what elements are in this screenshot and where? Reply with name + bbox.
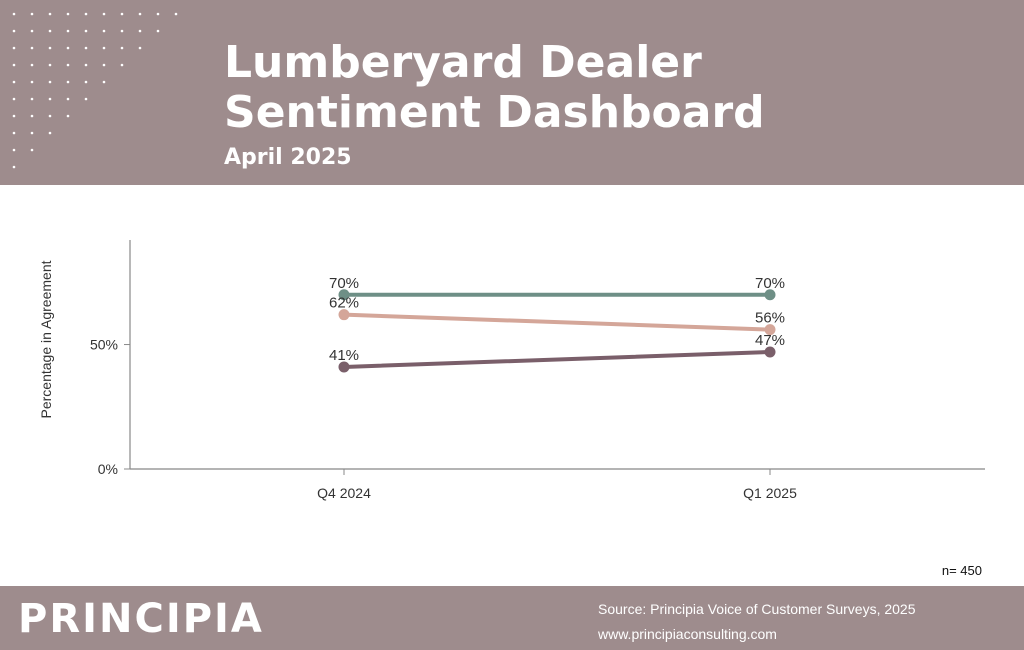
dot bbox=[31, 64, 34, 67]
dot bbox=[103, 81, 106, 84]
sentiment-line-chart: 0% 50% Percentage in Agreement Q4 2024 Q1 20… bbox=[0, 185, 1024, 565]
dot bbox=[49, 13, 52, 16]
dot bbox=[103, 64, 106, 67]
dot bbox=[31, 81, 34, 84]
dot bbox=[139, 30, 142, 33]
dot bbox=[31, 149, 34, 152]
dot-pattern-decoration bbox=[0, 0, 200, 185]
dot bbox=[49, 30, 52, 33]
dot bbox=[85, 13, 88, 16]
dot bbox=[67, 30, 70, 33]
dot bbox=[31, 47, 34, 50]
dot bbox=[13, 64, 16, 67]
dot bbox=[31, 13, 34, 16]
dot bbox=[49, 132, 52, 135]
dot bbox=[121, 30, 124, 33]
dot bbox=[31, 30, 34, 33]
website-url[interactable]: www.principiaconsulting.com bbox=[598, 626, 777, 642]
dot bbox=[175, 13, 178, 16]
dashboard-subtitle: April 2025 bbox=[224, 145, 352, 170]
dot bbox=[121, 13, 124, 16]
header-banner: Lumberyard Dealer Sentiment Dashboard Ap… bbox=[0, 0, 1024, 185]
dot bbox=[85, 47, 88, 50]
dot bbox=[67, 47, 70, 50]
dot bbox=[139, 13, 142, 16]
sample-size-note: n= 450 bbox=[942, 563, 982, 578]
x-tick-label: Q4 2024 bbox=[317, 485, 371, 501]
dot bbox=[103, 47, 106, 50]
dot bbox=[85, 30, 88, 33]
data-label: 56% bbox=[755, 310, 785, 327]
dot bbox=[49, 64, 52, 67]
dot bbox=[13, 166, 16, 169]
dot bbox=[157, 13, 160, 16]
data-label: 41% bbox=[329, 347, 359, 364]
data-label: 70% bbox=[755, 275, 785, 292]
title-line-1: Lumberyard Dealer bbox=[224, 37, 702, 88]
y-tick-label: 50% bbox=[90, 337, 118, 353]
dot bbox=[121, 47, 124, 50]
data-label: 47% bbox=[755, 332, 785, 349]
dashboard-title: Lumberyard Dealer Sentiment Dashboard bbox=[224, 38, 765, 138]
dot bbox=[67, 115, 70, 118]
dot bbox=[103, 30, 106, 33]
dot bbox=[13, 149, 16, 152]
dot bbox=[13, 98, 16, 101]
dot bbox=[49, 47, 52, 50]
dot bbox=[31, 132, 34, 135]
dot bbox=[67, 98, 70, 101]
data-label: 62% bbox=[329, 295, 359, 312]
dot bbox=[13, 132, 16, 135]
y-axis-label: Percentage in Agreement bbox=[38, 260, 54, 418]
dot bbox=[49, 115, 52, 118]
dot bbox=[13, 81, 16, 84]
data-label: 70% bbox=[329, 275, 359, 292]
dot bbox=[85, 64, 88, 67]
principia-logo: PRINCIPIA bbox=[18, 596, 264, 642]
dot bbox=[121, 64, 124, 67]
dot bbox=[139, 47, 142, 50]
dot bbox=[157, 30, 160, 33]
dot bbox=[13, 13, 16, 16]
dot bbox=[85, 98, 88, 101]
source-text: Source: Principia Voice of Customer Surv… bbox=[598, 601, 916, 617]
dot bbox=[49, 98, 52, 101]
dot bbox=[31, 98, 34, 101]
dot bbox=[67, 13, 70, 16]
y-tick-label: 0% bbox=[98, 461, 118, 477]
dot bbox=[13, 30, 16, 33]
dot bbox=[13, 115, 16, 118]
dot bbox=[103, 13, 106, 16]
dot bbox=[67, 64, 70, 67]
footer-banner: PRINCIPIA Source: Principia Voice of Cus… bbox=[0, 586, 1024, 650]
series-line-2 bbox=[344, 315, 770, 330]
dot bbox=[13, 47, 16, 50]
dot bbox=[67, 81, 70, 84]
dot bbox=[31, 115, 34, 118]
dot bbox=[85, 81, 88, 84]
title-line-2: Sentiment Dashboard bbox=[224, 87, 765, 138]
series-line-3 bbox=[344, 352, 770, 367]
dot bbox=[49, 81, 52, 84]
x-tick-label: Q1 2025 bbox=[743, 485, 797, 501]
